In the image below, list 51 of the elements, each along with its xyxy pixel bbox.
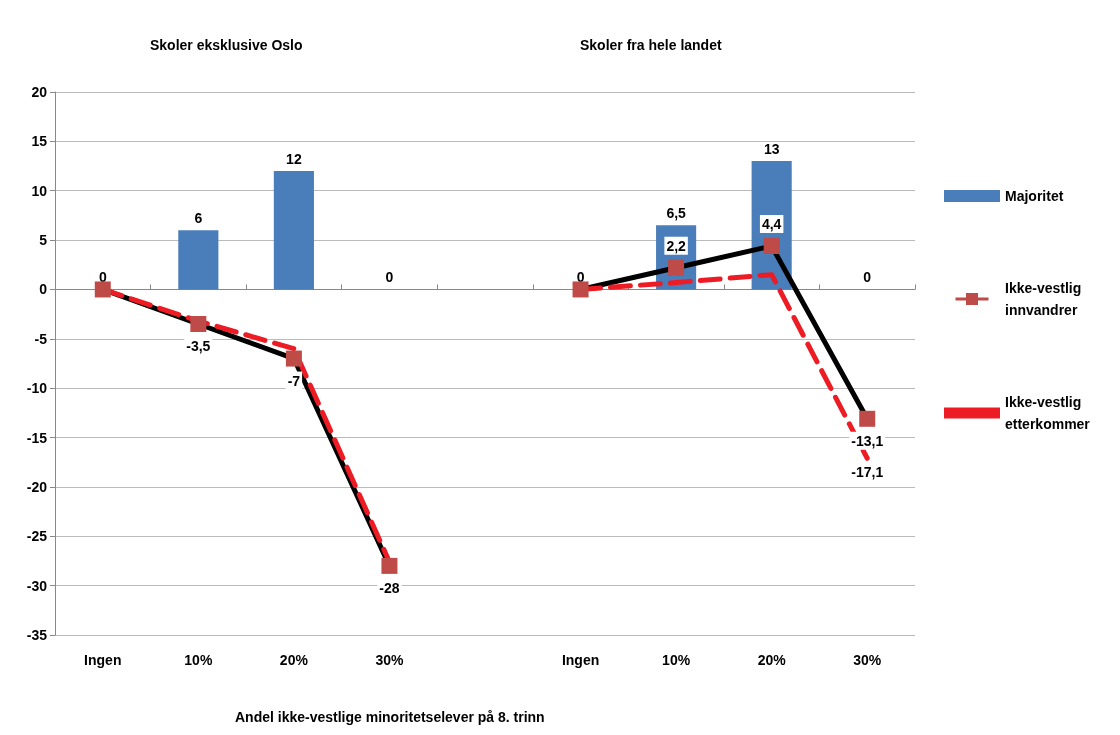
- y-tick-label: -35: [26, 627, 48, 643]
- y-tick-label: -15: [26, 429, 48, 446]
- point: [285, 350, 302, 367]
- bar: [273, 170, 314, 290]
- y-tick-label: -20: [26, 478, 48, 495]
- data-label: -17,1: [851, 464, 884, 481]
- x-tick-label: 30%: [853, 652, 882, 668]
- y-tick-label: -10: [26, 380, 48, 397]
- data-label: 6: [194, 210, 203, 227]
- data-label: 0: [98, 269, 107, 286]
- y-tick-label: -5: [34, 330, 48, 347]
- data-label: 13: [763, 141, 780, 158]
- bar: [178, 230, 219, 290]
- data-label: 0: [576, 269, 585, 286]
- legend-label: Majoritet: [1005, 188, 1064, 204]
- x-tick-label: Ingen: [561, 652, 600, 668]
- x-tick-label: 30%: [375, 652, 404, 668]
- y-tick-label: 0: [39, 281, 48, 298]
- data-label: 12: [286, 150, 302, 167]
- legend-label: Ikke-vestlig etterkommer: [1005, 394, 1091, 432]
- y-tick-label: -25: [26, 528, 48, 545]
- x-axis-title: Andel ikke-vestlige minoritetselever på 8. trinn: [235, 709, 545, 725]
- y-tick-label: -30: [26, 577, 48, 594]
- point: [763, 238, 780, 255]
- y-tick-label: 10: [31, 182, 48, 199]
- y-tick-label: 20: [31, 84, 48, 100]
- x-tick-label: 10%: [184, 652, 213, 668]
- x-tick-label: 10%: [662, 652, 691, 668]
- data-label: 2,2: [666, 237, 687, 254]
- text: Skoler fra hele landet: [580, 37, 722, 53]
- y-tick-label: 15: [31, 133, 48, 150]
- data-label: 0: [385, 269, 394, 286]
- x-tick-label: 20%: [279, 652, 309, 668]
- point: [572, 281, 589, 298]
- y-tick-label: 5: [39, 232, 48, 249]
- point: [190, 316, 207, 333]
- point: [668, 259, 685, 276]
- point: [859, 410, 876, 427]
- data-label: -7: [287, 372, 301, 389]
- x-tick-label: 20%: [757, 652, 787, 668]
- point: [94, 281, 111, 298]
- data-label: -13,1: [851, 432, 884, 449]
- data-label: 6,5: [666, 205, 687, 222]
- point: [381, 557, 398, 574]
- data-label: -3,5: [186, 338, 211, 355]
- x-tick-label: Ingen: [84, 652, 122, 668]
- data-label: 0: [863, 269, 872, 286]
- text: Skoler eksklusive Oslo: [150, 37, 303, 53]
- legend-label: Ikke-vestlig innvandrer: [1005, 280, 1086, 318]
- data-label: -28: [379, 579, 400, 596]
- data-label: 4,4: [761, 216, 782, 233]
